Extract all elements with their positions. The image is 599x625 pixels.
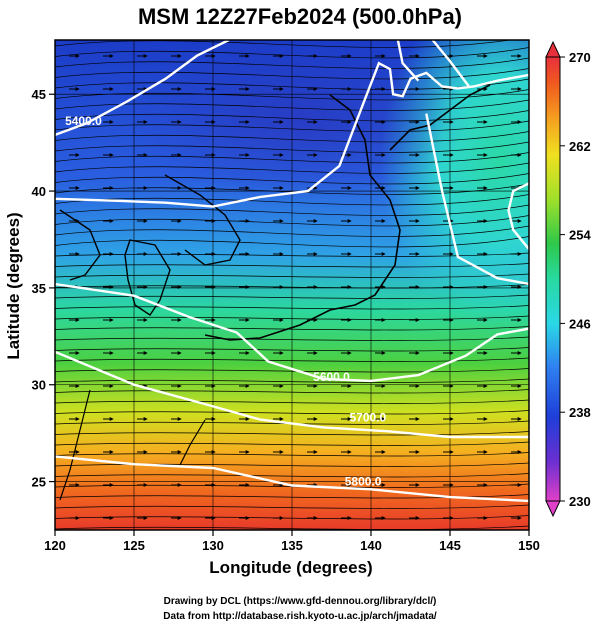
contour-label: 5400.0	[65, 114, 102, 128]
y-axis: 25 30 35 40 45	[32, 87, 55, 490]
colorbar-scale	[545, 56, 561, 502]
streamline	[55, 120, 529, 132]
streamline	[55, 152, 529, 164]
colorbar-min-arrow	[545, 500, 561, 518]
streamline	[55, 305, 529, 310]
streamline	[55, 284, 529, 289]
streamline	[55, 252, 529, 257]
contour-5500	[507, 182, 529, 250]
y-tick-label: 40	[32, 184, 46, 199]
streamline	[55, 215, 529, 227]
streamline	[55, 162, 529, 174]
coastlines	[59, 84, 491, 501]
streamline	[55, 225, 529, 237]
colorbar-tick-label: 246	[569, 316, 591, 331]
grid	[55, 40, 529, 530]
streamline	[55, 236, 529, 248]
contour-5600	[55, 282, 529, 383]
streamline	[55, 347, 529, 352]
x-tick-label: 135	[281, 538, 303, 553]
streamline	[55, 183, 529, 195]
streamline	[55, 194, 529, 206]
streamline	[55, 326, 529, 331]
colorbar-tick-label: 254	[569, 228, 591, 243]
contour-5500	[396, 40, 420, 82]
contour-5500	[425, 113, 529, 286]
x-tick-label: 150	[518, 538, 540, 553]
streamline	[55, 89, 529, 101]
streamline	[55, 294, 529, 299]
streamline	[55, 336, 529, 341]
colorbar-max-arrow	[545, 40, 561, 58]
colorbar-tick-label: 262	[569, 139, 591, 154]
credit-drawing: Drawing by DCL (https://www.gfd-dennou.o…	[164, 596, 437, 607]
y-tick-label: 45	[32, 87, 46, 102]
y-tick-label: 30	[32, 378, 46, 393]
colorbar-tick-label: 238	[569, 405, 591, 420]
streamline	[55, 462, 529, 467]
streamline	[55, 431, 529, 436]
streamline	[55, 515, 529, 520]
streamline	[55, 483, 529, 488]
x-tick-label: 125	[123, 538, 145, 553]
streamline	[55, 410, 529, 415]
streamline	[55, 441, 529, 446]
streamline	[55, 368, 529, 373]
colorbar-tick-label: 270	[569, 50, 591, 65]
colorbar-tick-label: 230	[569, 494, 591, 509]
contour-5700	[55, 350, 529, 439]
streamline	[55, 99, 529, 111]
y-axis-label: Latitude (degrees)	[4, 212, 23, 359]
x-tick-label: 120	[44, 538, 66, 553]
streamline	[55, 315, 529, 320]
x-tick-label: 145	[439, 538, 461, 553]
streamline	[55, 357, 529, 362]
streamline	[55, 68, 529, 80]
streamline	[55, 173, 529, 185]
x-tick-label: 130	[202, 538, 224, 553]
credit-data: Data from http://database.rish.kyoto-u.a…	[163, 611, 437, 622]
contour-label: 5600.0	[313, 370, 350, 384]
streamline	[55, 399, 529, 404]
y-tick-label: 25	[32, 475, 46, 490]
streamline	[55, 204, 529, 216]
contour-5800	[55, 455, 529, 503]
colorbar-ticks: 230 238 246 254 262 270	[560, 50, 591, 509]
streamline	[55, 47, 529, 59]
streamline	[55, 473, 529, 478]
chart-title: MSM 12Z27Feb2024 (500.0hPa)	[138, 4, 462, 29]
plot-area: 5400.0 5600.0 5700.0 5800.0	[55, 40, 529, 530]
x-tick-label: 140	[360, 538, 382, 553]
colorbar: 230 238 246 254 262 270	[545, 40, 591, 518]
height-contours: 5400.0 5600.0 5700.0 5800.0	[55, 40, 529, 503]
streamline	[55, 141, 529, 153]
streamline	[55, 110, 529, 122]
streamline	[55, 40, 513, 48]
streamline	[55, 57, 529, 69]
contour-5400	[55, 40, 230, 137]
contour-label: 5800.0	[345, 474, 382, 488]
x-axis: 120 125 130 135 140 145 150	[44, 530, 540, 553]
streamline	[55, 273, 529, 278]
x-axis-label: Longitude (degrees)	[209, 558, 372, 577]
streamline	[55, 504, 529, 509]
streamline	[55, 131, 529, 143]
streamlines	[55, 40, 529, 530]
contour-label: 5700.0	[349, 411, 386, 425]
cold-trough	[130, 40, 470, 200]
contour-5500	[431, 40, 470, 88]
streamline	[55, 525, 529, 530]
streamline	[55, 389, 529, 394]
contour-5500	[55, 61, 529, 208]
streamline	[55, 378, 529, 383]
streamline	[55, 263, 529, 268]
streamline	[55, 452, 529, 457]
y-tick-label: 35	[32, 281, 46, 296]
